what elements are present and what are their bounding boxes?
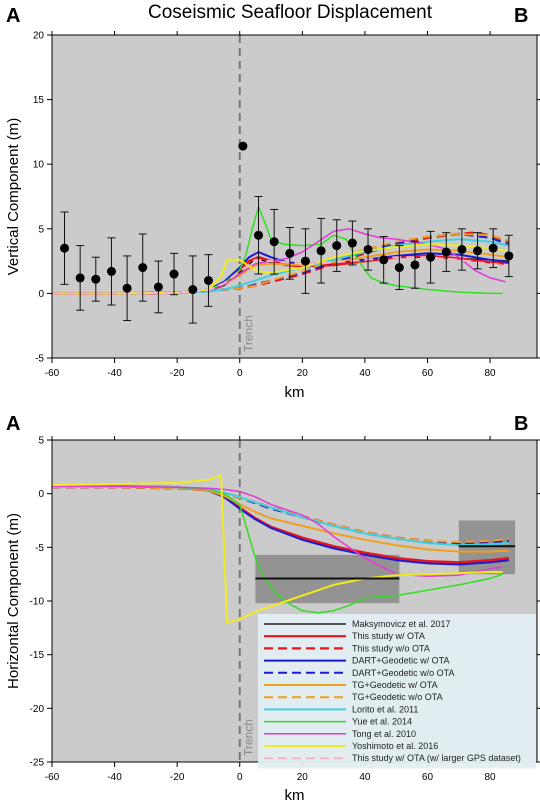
- y-tick-label: -15: [30, 650, 45, 661]
- x-tick-label: -40: [107, 368, 122, 379]
- observation-point: [488, 243, 498, 253]
- y-axis-label: Vertical Component (m): [5, 118, 22, 276]
- legend: Maksymovicz et al. 2017 This study w/ OTA…: [258, 614, 536, 769]
- x-tick-label: 60: [422, 368, 434, 379]
- observation-point: [169, 269, 179, 279]
- observation-point: [285, 248, 295, 258]
- plot-frame: [51, 34, 538, 359]
- y-tick-label: -10: [30, 597, 45, 608]
- observation-point: [332, 241, 342, 251]
- legend-box: [258, 614, 536, 769]
- panel-letter-b-bottom: B: [514, 413, 528, 435]
- series-line-yoshimoto-et-al-2016: [52, 474, 503, 624]
- horizontal-component-chart: Trench -60 -40 -20 0 20 40 60 80 -25 -20 -15 -10 -5 0 5…: [5, 436, 540, 804]
- legend-entry-this-study-w-o-ota: This study w/o OTA: [352, 643, 430, 653]
- observation-point: [254, 230, 264, 240]
- observation-point: [106, 266, 116, 276]
- trench-label: Trench: [242, 719, 256, 756]
- vertical-component-chart: Trench -60 -40 -20 0 20 40 60 80 -5 0 5 10 15 20 km Vert…: [5, 31, 540, 401]
- y-tick-label: 0: [38, 489, 44, 500]
- x-tick-label: 0: [237, 772, 243, 783]
- legend-entry-dart-geodetic-w-o-ota: DART+Geodetic w/o OTA: [352, 668, 454, 678]
- y-tick-label: 0: [38, 289, 44, 300]
- observation-point: [153, 282, 163, 292]
- y-tick-label: 20: [33, 31, 45, 42]
- series-line-tg-geodetic-w-o-ota: [52, 486, 509, 543]
- legend-entry-tg-geodetic-w-o-ota: TG+Geodetic w/o OTA: [352, 692, 443, 702]
- observation-point: [188, 285, 198, 295]
- x-axis-label: km: [285, 787, 305, 804]
- observation-point: [347, 238, 357, 248]
- x-tick-label: -60: [45, 368, 60, 379]
- observation-point: [75, 273, 85, 283]
- y-tick-label: 5: [38, 436, 44, 447]
- observation-point: [504, 251, 514, 261]
- legend-entry-yoshimoto-et-al-2016: Yoshimoto et al. 2016: [352, 741, 438, 751]
- observation-point: [91, 274, 101, 284]
- series-line-yoshimoto-et-al-2016: [52, 243, 506, 295]
- observation-point: [394, 263, 404, 273]
- observation-point: [473, 246, 483, 256]
- observation-point: [441, 247, 451, 257]
- legend-entry-tong-et-al-2010: Tong et al. 2010: [352, 729, 416, 739]
- observation-point: [426, 252, 436, 262]
- observation-point: [269, 237, 279, 247]
- observation-point: [316, 246, 326, 256]
- legend-entry-lorito-et-al-2011: Lorito et al. 2011: [352, 704, 418, 714]
- x-tick-label: -40: [107, 772, 122, 783]
- observation-range-box: [458, 520, 516, 575]
- panel-letter-a-top: A: [6, 5, 20, 27]
- x-tick-label: 20: [297, 368, 309, 379]
- legend-entry-tg-geodetic-w-ota: TG+Geodetic w/ OTA: [352, 680, 438, 690]
- legend-entry-this-study-w-ota: This study w/ OTA: [352, 631, 425, 641]
- observation-point: [379, 255, 389, 265]
- observation-point: [410, 260, 420, 270]
- y-tick-label: -20: [30, 704, 45, 715]
- x-tick-label: 60: [422, 772, 434, 783]
- y-tick-label: -5: [35, 354, 44, 365]
- observation-point: [363, 244, 373, 254]
- observation-point: [60, 243, 70, 253]
- plot-area: [52, 35, 537, 358]
- series-line-yue-et-al-2014: [52, 485, 503, 614]
- observation-point: [238, 141, 248, 151]
- legend-entry-this-study-w-ota-w-larger-gps-dataset: This study w/ OTA (w/ larger GPS dataset…: [352, 753, 521, 763]
- plot-content: [52, 440, 516, 762]
- observation-point: [138, 263, 148, 273]
- observation-point: [300, 256, 310, 266]
- x-tick-label: -20: [170, 772, 185, 783]
- y-tick-label: -5: [35, 543, 44, 554]
- x-tick-label: 40: [359, 368, 371, 379]
- x-axis-label: km: [285, 384, 305, 401]
- trench-label: Trench: [242, 315, 256, 352]
- panel-letter-b-top: B: [514, 5, 528, 27]
- series-line-tong-et-al-2010: [52, 485, 503, 578]
- figure-title: Coseismic Seafloor Displacement: [148, 2, 433, 23]
- x-tick-label: 80: [485, 772, 497, 783]
- plot-content: [52, 35, 514, 358]
- observation-point: [203, 275, 213, 285]
- x-tick-label: 80: [485, 368, 497, 379]
- y-tick-label: 5: [38, 224, 44, 235]
- y-tick-label: -25: [30, 758, 45, 769]
- panel-letter-a-bottom: A: [6, 413, 20, 435]
- x-tick-label: 40: [359, 772, 371, 783]
- observation-point: [122, 283, 132, 293]
- legend-entry-yue-et-al-2014: Yue et al. 2014: [352, 717, 412, 727]
- y-tick-label: 15: [33, 95, 45, 106]
- x-tick-label: 0: [237, 368, 243, 379]
- x-tick-label: 20: [297, 772, 309, 783]
- legend-entry-dart-geodetic-w-ota: DART+Geodetic w/ OTA: [352, 656, 449, 666]
- x-tick-label: -60: [45, 772, 60, 783]
- x-tick-label: -20: [170, 368, 185, 379]
- observation-point: [457, 244, 467, 254]
- y-axis-label: Horizontal Component (m): [5, 513, 22, 689]
- y-tick-label: 10: [33, 160, 45, 171]
- legend-entry-maksymovicz-et-al-2017: Maksymovicz et al. 2017: [352, 619, 451, 629]
